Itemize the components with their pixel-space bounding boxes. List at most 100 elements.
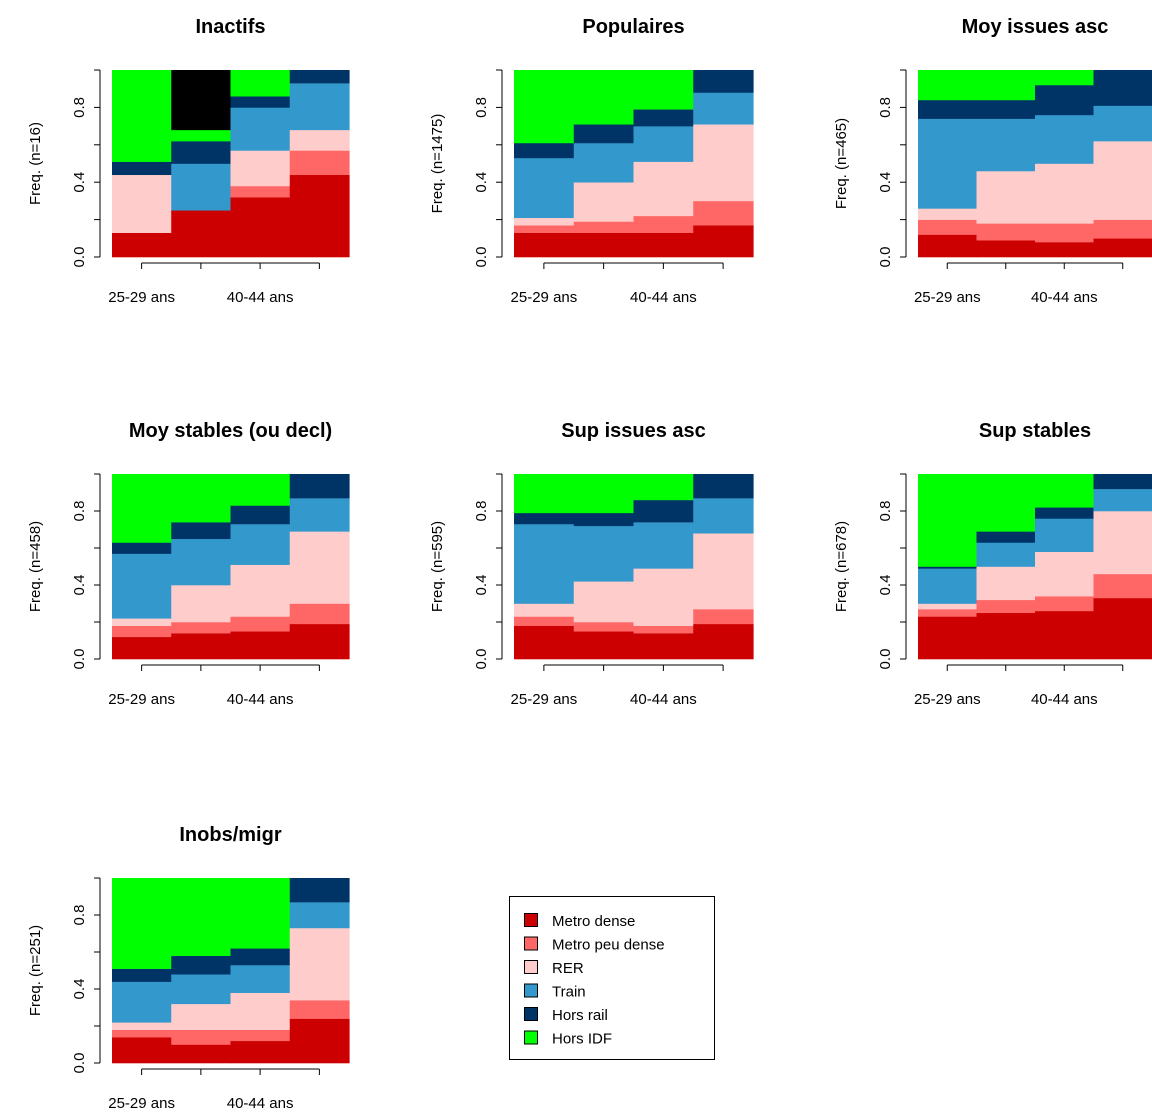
- stack-segment: [171, 522, 232, 540]
- stack-segment: [289, 498, 350, 532]
- legend-swatch: [524, 936, 538, 951]
- stack-segment: [171, 1003, 232, 1030]
- stack-segment: [1035, 223, 1095, 243]
- x-tick-label: 25-29 ans: [108, 289, 175, 306]
- stack-segment: [918, 616, 978, 660]
- y-tick-label: 0.8: [877, 97, 894, 118]
- stack-segment: [171, 70, 232, 131]
- stack-segment: [633, 126, 694, 162]
- stack-segment: [289, 150, 350, 176]
- stack-segment: [693, 623, 754, 660]
- stack-segment: [573, 124, 635, 144]
- y-tick-label: 0.0: [877, 247, 894, 268]
- y-tick-label: 0.0: [71, 649, 88, 670]
- legend-swatch: [524, 960, 538, 974]
- stack-segment: [1093, 511, 1152, 575]
- stack-segment: [514, 512, 575, 525]
- stack-segment: [573, 232, 635, 258]
- stack-segment: [976, 70, 1036, 101]
- stack-segment: [693, 474, 754, 499]
- stack-segment: [289, 474, 350, 499]
- stack-segment: [230, 564, 291, 617]
- stack-segment: [230, 150, 291, 187]
- y-tick-label: 0.8: [71, 501, 88, 522]
- stack-segment: [171, 633, 232, 660]
- legend-swatch: [524, 1030, 538, 1045]
- stack-segment: [171, 538, 232, 586]
- stack-segment: [289, 1018, 350, 1064]
- stack-segment: [1093, 141, 1152, 220]
- stack-segment: [230, 185, 291, 198]
- stack-segment: [633, 232, 694, 258]
- y-axis-label: Freq. (n=1475): [429, 114, 446, 214]
- stack-segment: [976, 599, 1036, 614]
- stack-segment: [514, 232, 575, 258]
- stack-segment: [918, 603, 978, 610]
- stack-segment: [289, 83, 350, 131]
- stack-segment: [171, 878, 232, 956]
- stack-segment: [1093, 488, 1152, 512]
- stack-segment: [918, 566, 978, 569]
- stack-segment: [573, 525, 635, 582]
- stack-segment: [289, 603, 350, 625]
- stack-segment: [573, 221, 635, 233]
- stack-segment: [514, 616, 575, 626]
- legend-label: Train: [552, 984, 586, 1001]
- y-axis-label: Freq. (n=465): [833, 118, 850, 209]
- panel-title: Moy issues asc: [962, 16, 1109, 38]
- stack-segment: [112, 553, 172, 619]
- legend-label: Metro dense: [552, 913, 635, 930]
- stack-segment: [171, 1044, 232, 1064]
- legend-label: Metro peu dense: [552, 937, 665, 954]
- stack-segment: [573, 182, 635, 222]
- stack-segment: [289, 174, 350, 258]
- stack-segment: [1093, 573, 1152, 599]
- stack-segment: [230, 96, 291, 108]
- stack-segment: [1093, 105, 1152, 142]
- stack-segment: [230, 1040, 291, 1064]
- y-tick-label: 0.4: [473, 575, 490, 596]
- stack-segment: [918, 118, 978, 209]
- stack-segment: [171, 129, 232, 142]
- y-tick-label: 0.4: [877, 172, 894, 193]
- stack-segment: [1035, 114, 1095, 164]
- stack-segment: [112, 174, 172, 233]
- stack-segment: [976, 118, 1036, 172]
- stack-segment: [112, 70, 172, 162]
- stack-segment: [918, 208, 978, 220]
- x-tick-label: 40-44 ans: [227, 289, 294, 306]
- x-tick-label: 40-44 ans: [227, 1095, 294, 1112]
- stack-segment: [633, 70, 694, 110]
- x-tick-label: 40-44 ans: [227, 691, 294, 708]
- stack-segment: [514, 474, 575, 514]
- stack-segment: [693, 498, 754, 534]
- stack-segment: [171, 955, 232, 975]
- legend-label: Hors IDF: [552, 1031, 612, 1048]
- stack-segment: [112, 1022, 172, 1030]
- legend-swatch: [524, 983, 538, 998]
- y-tick-label: 0.4: [877, 575, 894, 596]
- stack-segment: [976, 170, 1036, 224]
- stack-segment: [230, 107, 291, 151]
- stack-segment: [1035, 163, 1095, 224]
- stack-segment: [1035, 507, 1095, 519]
- stack-segment: [633, 633, 694, 660]
- stack-segment: [1035, 596, 1095, 612]
- stack-segment: [514, 157, 575, 219]
- stack-segment: [171, 474, 232, 523]
- legend-box: [509, 896, 715, 1060]
- y-axis-label: Freq. (n=595): [429, 521, 446, 612]
- stack-segment: [573, 581, 635, 623]
- y-tick-label: 0.4: [473, 172, 490, 193]
- stack-segment: [1035, 518, 1095, 552]
- stack-segment: [976, 566, 1036, 601]
- y-tick-label: 0.4: [71, 575, 88, 596]
- stack-segment: [230, 948, 291, 966]
- legend-swatch: [524, 1007, 538, 1021]
- stack-segment: [289, 623, 350, 660]
- y-axis-label: Freq. (n=678): [833, 521, 850, 612]
- stack-segment: [976, 474, 1036, 532]
- stack-segment: [230, 523, 291, 565]
- stack-segment: [633, 474, 694, 501]
- stack-segment: [918, 609, 978, 617]
